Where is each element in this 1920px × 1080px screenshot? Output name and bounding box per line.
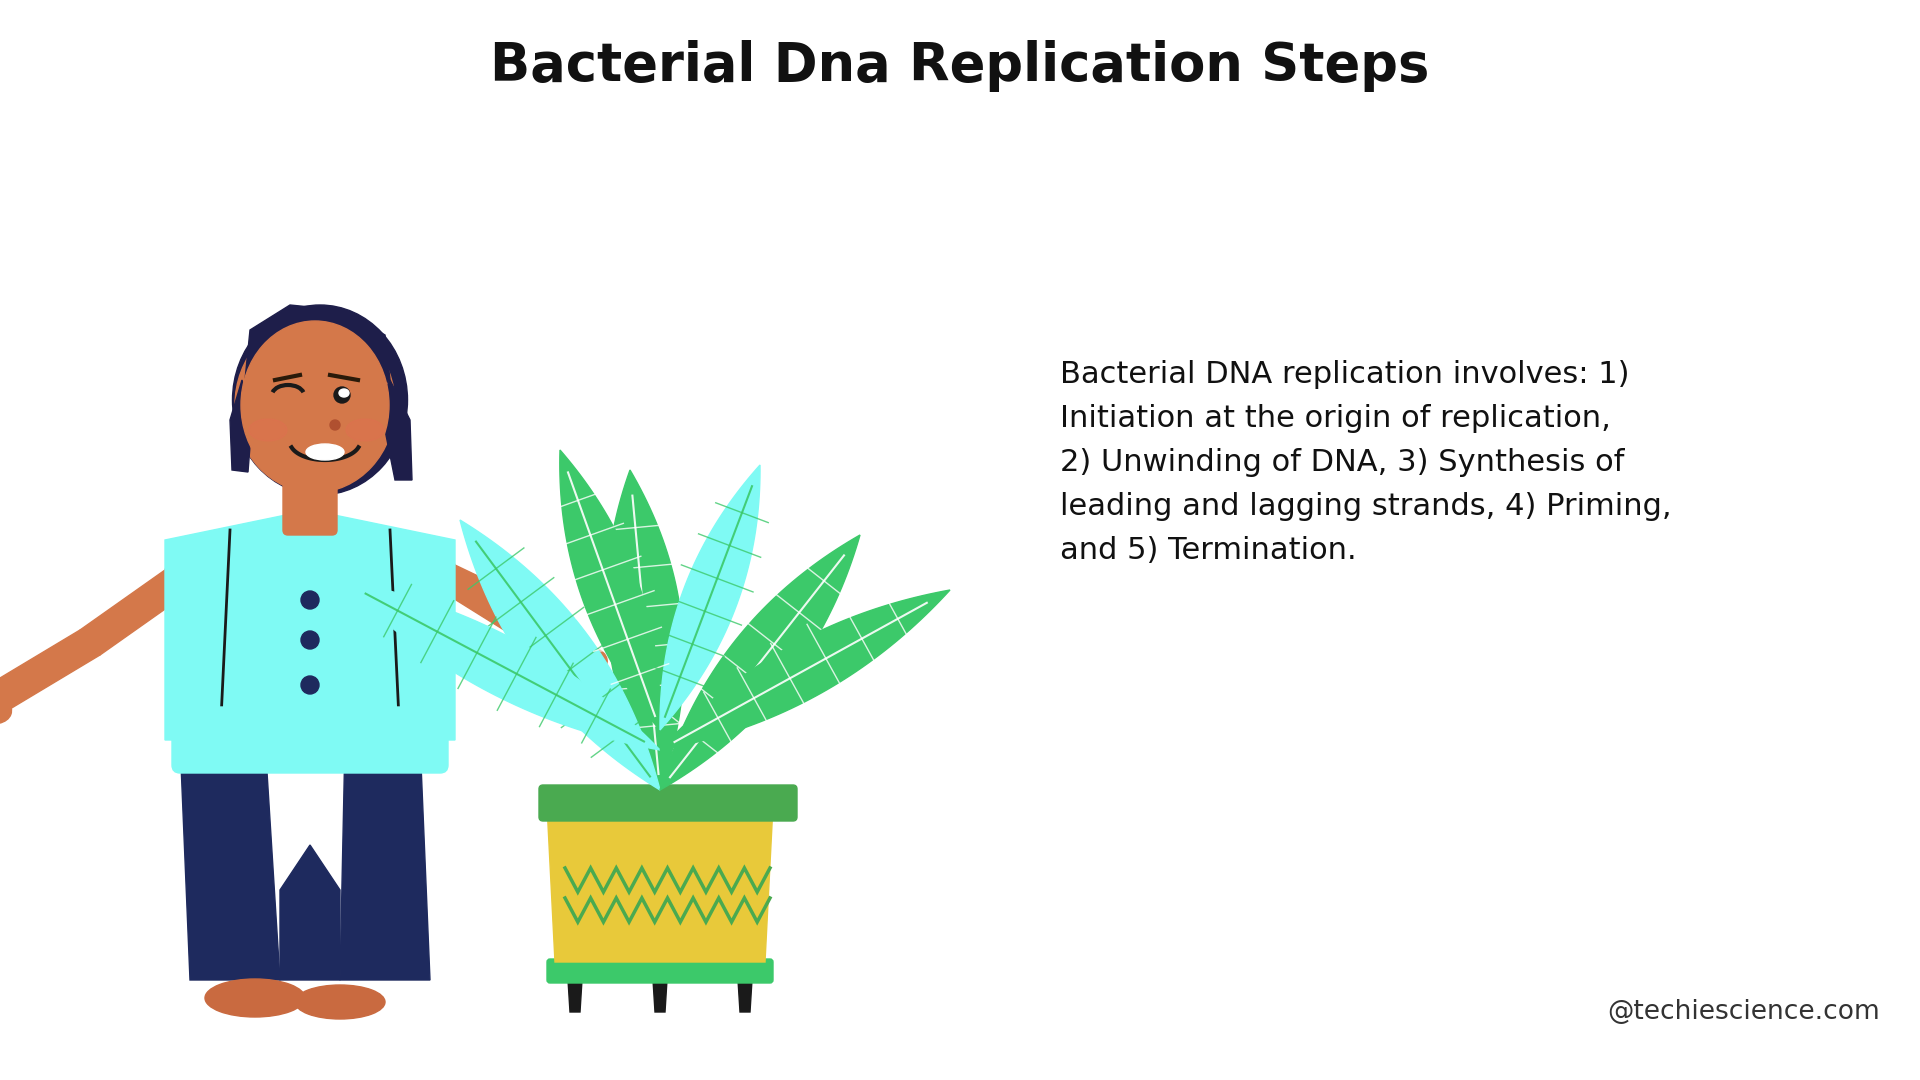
Polygon shape [259, 510, 361, 740]
Polygon shape [340, 580, 660, 750]
Polygon shape [386, 380, 413, 480]
Polygon shape [568, 980, 582, 1012]
Polygon shape [561, 450, 660, 730]
Text: Bacterial DNA replication involves: 1)
Initiation at the origin of replication,
: Bacterial DNA replication involves: 1) I… [1060, 360, 1672, 565]
Ellipse shape [234, 318, 396, 492]
Polygon shape [440, 540, 589, 665]
FancyBboxPatch shape [173, 707, 447, 773]
Circle shape [561, 678, 586, 702]
Polygon shape [230, 380, 252, 472]
Polygon shape [81, 540, 184, 654]
Polygon shape [246, 305, 390, 410]
Ellipse shape [0, 686, 12, 724]
Circle shape [301, 631, 319, 649]
Ellipse shape [296, 985, 386, 1020]
Circle shape [301, 676, 319, 694]
Ellipse shape [232, 305, 407, 495]
Circle shape [334, 387, 349, 403]
Ellipse shape [346, 419, 384, 441]
FancyBboxPatch shape [540, 785, 797, 821]
Circle shape [586, 672, 611, 696]
Ellipse shape [305, 444, 344, 460]
Polygon shape [737, 980, 753, 1012]
FancyBboxPatch shape [547, 959, 774, 983]
Polygon shape [547, 805, 774, 962]
Polygon shape [653, 980, 666, 1012]
Text: @techiescience.com: @techiescience.com [1607, 999, 1880, 1025]
Polygon shape [607, 470, 684, 789]
Ellipse shape [242, 321, 390, 489]
Circle shape [330, 420, 340, 430]
Ellipse shape [543, 646, 607, 685]
Polygon shape [660, 535, 860, 789]
Text: Bacterial Dna Replication Steps: Bacterial Dna Replication Steps [490, 40, 1430, 92]
Polygon shape [660, 590, 950, 750]
Polygon shape [165, 510, 455, 740]
FancyBboxPatch shape [282, 465, 338, 535]
Ellipse shape [205, 978, 305, 1017]
Polygon shape [180, 740, 280, 980]
Ellipse shape [340, 389, 349, 397]
Circle shape [551, 674, 574, 698]
Polygon shape [280, 845, 340, 980]
Ellipse shape [250, 419, 286, 441]
Polygon shape [0, 630, 100, 715]
Polygon shape [660, 465, 760, 730]
Circle shape [574, 676, 597, 700]
Polygon shape [461, 519, 660, 789]
Polygon shape [340, 740, 430, 980]
Circle shape [301, 591, 319, 609]
